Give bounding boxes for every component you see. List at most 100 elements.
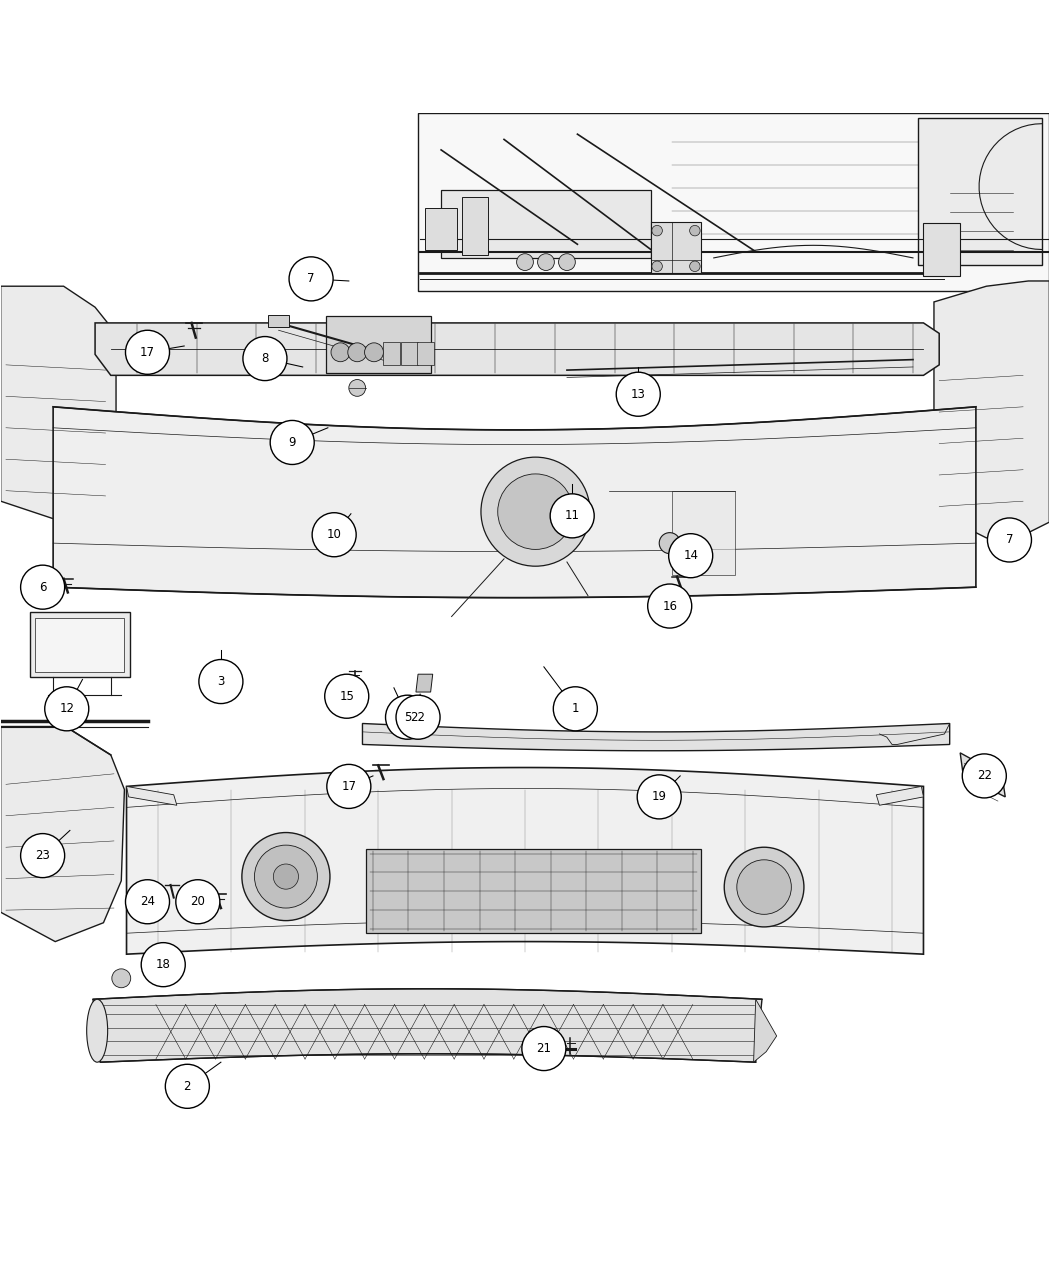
Circle shape <box>364 343 383 362</box>
Circle shape <box>243 337 287 381</box>
Polygon shape <box>1 727 125 942</box>
Circle shape <box>273 864 298 889</box>
Circle shape <box>45 687 89 731</box>
Circle shape <box>987 518 1031 562</box>
Circle shape <box>348 343 366 362</box>
Bar <box>441 190 651 258</box>
Bar <box>268 315 289 328</box>
Polygon shape <box>127 787 176 806</box>
Ellipse shape <box>87 1000 108 1062</box>
Circle shape <box>652 261 663 272</box>
Text: 16: 16 <box>663 599 677 612</box>
Circle shape <box>331 343 350 362</box>
Text: 15: 15 <box>339 690 354 703</box>
Circle shape <box>385 695 429 739</box>
Polygon shape <box>127 768 923 954</box>
Polygon shape <box>933 280 1049 538</box>
Circle shape <box>327 765 371 808</box>
Text: 7: 7 <box>308 273 315 286</box>
Circle shape <box>21 834 65 877</box>
Bar <box>401 342 418 365</box>
Text: 8: 8 <box>261 352 269 365</box>
Text: 22: 22 <box>411 710 425 724</box>
Circle shape <box>270 421 314 464</box>
Text: 14: 14 <box>684 550 698 562</box>
Circle shape <box>962 754 1006 798</box>
Text: 5: 5 <box>404 710 412 724</box>
Bar <box>651 222 701 273</box>
Text: 2: 2 <box>184 1080 191 1093</box>
Circle shape <box>112 969 130 988</box>
Circle shape <box>165 1065 209 1108</box>
Bar <box>462 198 488 255</box>
Text: 1: 1 <box>571 703 580 715</box>
Text: 23: 23 <box>36 849 50 862</box>
Circle shape <box>550 493 594 538</box>
Text: 3: 3 <box>217 674 225 688</box>
Circle shape <box>652 226 663 236</box>
Polygon shape <box>54 407 975 598</box>
Circle shape <box>690 261 700 272</box>
Text: 22: 22 <box>976 769 992 783</box>
Polygon shape <box>754 1000 777 1062</box>
Bar <box>417 342 434 365</box>
Circle shape <box>522 1026 566 1071</box>
Circle shape <box>637 775 681 819</box>
Circle shape <box>126 330 169 375</box>
Polygon shape <box>93 989 762 1062</box>
Circle shape <box>254 845 317 908</box>
Circle shape <box>198 659 243 704</box>
Text: 17: 17 <box>140 346 155 358</box>
Circle shape <box>553 687 597 731</box>
Polygon shape <box>877 787 923 806</box>
Polygon shape <box>416 674 433 692</box>
Polygon shape <box>1 286 117 523</box>
Bar <box>418 113 1049 292</box>
Text: 10: 10 <box>327 528 341 541</box>
Circle shape <box>648 584 692 629</box>
Text: 6: 6 <box>39 580 46 594</box>
Text: 12: 12 <box>59 703 75 715</box>
Circle shape <box>126 880 169 924</box>
Circle shape <box>21 565 65 609</box>
Polygon shape <box>96 323 939 375</box>
Bar <box>365 849 701 933</box>
Circle shape <box>141 942 185 987</box>
Circle shape <box>289 256 333 301</box>
Circle shape <box>538 254 554 270</box>
Text: 20: 20 <box>190 895 205 908</box>
Circle shape <box>737 859 792 914</box>
Circle shape <box>616 372 660 416</box>
Text: 11: 11 <box>565 509 580 523</box>
Bar <box>919 119 1042 265</box>
Circle shape <box>481 458 590 566</box>
Text: 9: 9 <box>289 436 296 449</box>
Bar <box>30 612 129 677</box>
Circle shape <box>724 847 804 927</box>
Bar <box>425 208 457 250</box>
Circle shape <box>396 695 440 739</box>
Text: 17: 17 <box>341 780 356 793</box>
Text: 24: 24 <box>140 895 155 908</box>
Text: 13: 13 <box>631 388 646 400</box>
Text: 21: 21 <box>537 1042 551 1054</box>
Circle shape <box>498 474 573 550</box>
Circle shape <box>559 254 575 270</box>
Circle shape <box>242 833 330 921</box>
Polygon shape <box>362 723 949 751</box>
Circle shape <box>349 380 365 397</box>
Bar <box>36 617 125 672</box>
Bar <box>923 223 960 275</box>
Bar <box>383 342 400 365</box>
Circle shape <box>659 533 680 553</box>
Circle shape <box>324 674 369 718</box>
Polygon shape <box>672 491 735 575</box>
Text: 18: 18 <box>155 959 171 972</box>
Text: 19: 19 <box>652 790 667 803</box>
Text: 7: 7 <box>1006 533 1013 547</box>
Circle shape <box>690 226 700 236</box>
Polygon shape <box>960 752 1005 797</box>
Circle shape <box>517 254 533 270</box>
Circle shape <box>312 513 356 557</box>
Bar <box>326 316 430 374</box>
